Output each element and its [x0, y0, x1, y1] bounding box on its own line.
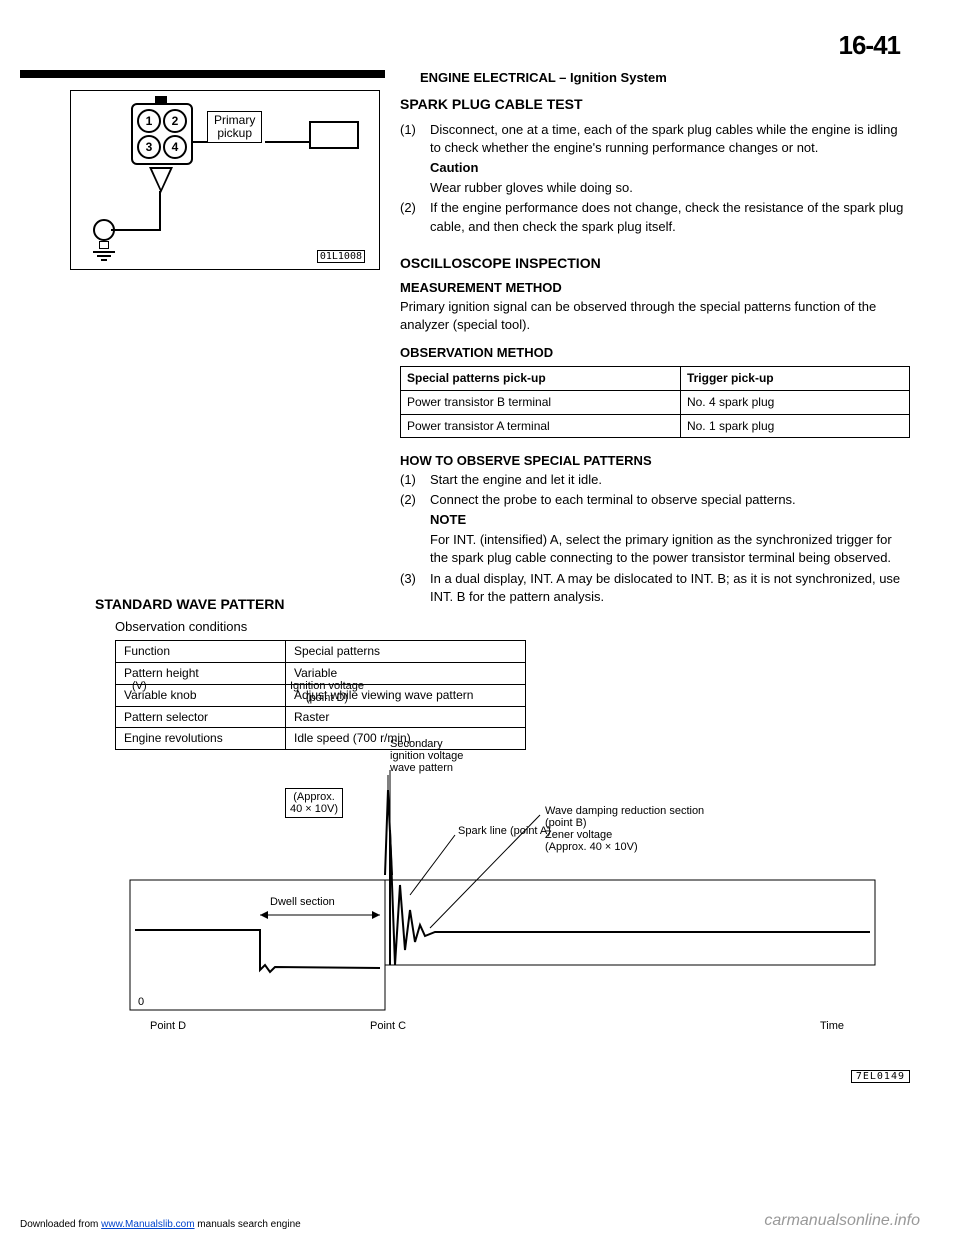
procedure-text: SPARK PLUG CABLE TEST (1)Disconnect, one…: [400, 95, 910, 608]
section-title: ENGINE ELECTRICAL – Ignition System: [420, 70, 667, 85]
measurement-method-heading: MEASUREMENT METHOD: [400, 279, 910, 297]
point-c-label: Point C: [370, 1020, 406, 1032]
approx-voltage-label: (Approx. 40 × 10V): [285, 788, 343, 818]
ignition-voltage-label: Ignition voltage (point D): [290, 680, 364, 704]
zener-label: Wave damping reduction section (point B)…: [545, 805, 704, 853]
analyzer-icon: [309, 121, 359, 149]
bulb-icon: [93, 219, 115, 241]
oscilloscope-intro: Primary ignition signal can be observed …: [400, 298, 910, 334]
wiring-figure: 1 2 3 4 Primary pickup 01L1008: [70, 90, 380, 270]
pickup-clamp-icon: [149, 167, 173, 193]
header-rule: [20, 70, 385, 78]
coil-terminal: 2: [163, 109, 187, 133]
observation-method-heading: OBSERVATION METHOD: [400, 344, 910, 362]
ignition-coil-icon: 1 2 3 4: [131, 103, 193, 165]
dwell-label: Dwell section: [270, 896, 335, 908]
coil-terminal: 1: [137, 109, 161, 133]
y-axis-label: (V): [132, 680, 147, 692]
footer-download-note: Downloaded from www.Manualslib.com manua…: [20, 1219, 301, 1230]
watermark: carmanualsonline.info: [764, 1212, 920, 1230]
oscilloscope-heading: OSCILLOSCOPE INSPECTION: [400, 254, 910, 274]
coil-terminal: 3: [137, 135, 161, 159]
time-label: Time: [820, 1020, 844, 1032]
coil-terminal: 4: [163, 135, 187, 159]
how-to-observe-heading: HOW TO OBSERVE SPECIAL PATTERNS: [400, 452, 910, 470]
point-d-label: Point D: [150, 1020, 186, 1032]
wave-pattern-heading: STANDARD WAVE PATTERN: [95, 596, 285, 612]
procedure-heading: SPARK PLUG CABLE TEST: [400, 95, 910, 115]
page-number: 16-41: [839, 30, 901, 61]
secondary-wave-label: Secondary ignition voltage wave pattern: [390, 738, 463, 774]
manualslib-link[interactable]: www.Manualslib.com: [101, 1219, 194, 1230]
spark-line-label: Spark line (point A): [458, 825, 551, 837]
svg-text:0: 0: [138, 996, 144, 1008]
waveform-chart: 0 (V) Ignition voltage (point D) (Approx…: [90, 680, 910, 1080]
chart-ref: 7EL0149: [851, 1070, 910, 1083]
observation-table: Special patterns pick-up Trigger pick-up…: [400, 366, 910, 438]
figure-ref: 01L1008: [317, 250, 365, 263]
pickup-label: Primary pickup: [207, 111, 262, 143]
